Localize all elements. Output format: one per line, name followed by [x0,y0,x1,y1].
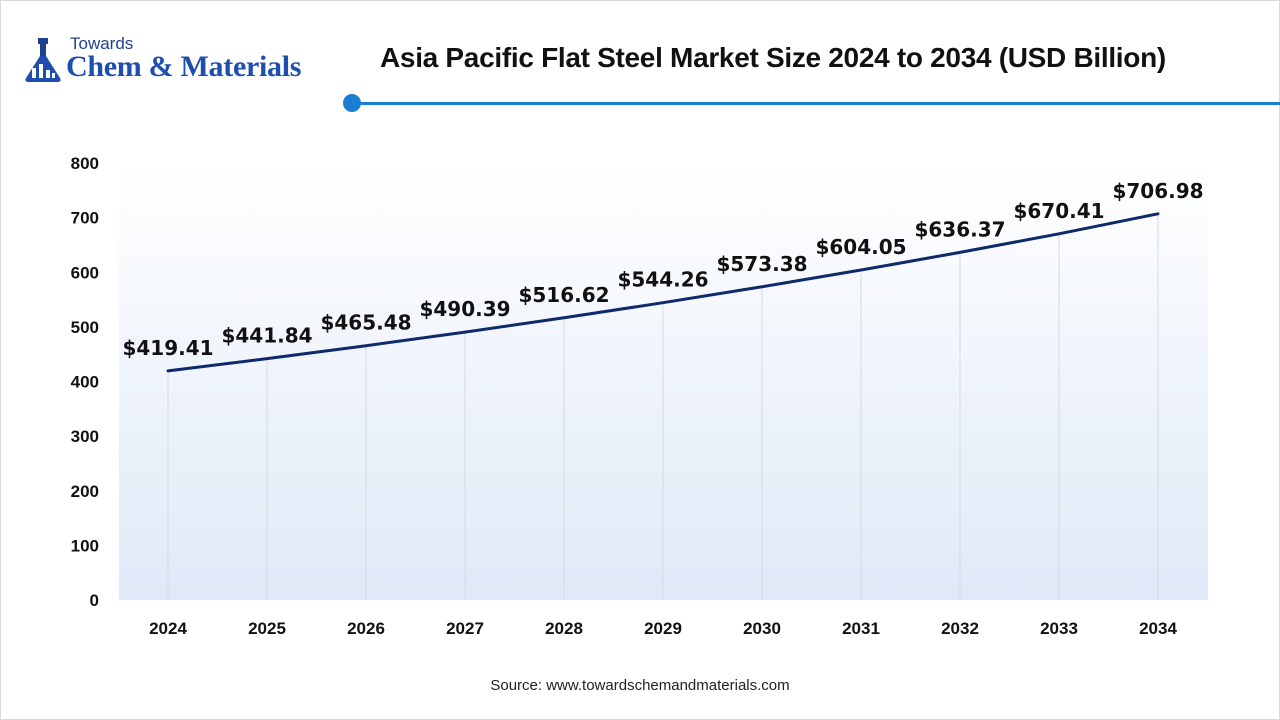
x-tick-label: 2024 [149,619,187,638]
data-label: $636.37 [914,217,1005,241]
y-tick-label: 100 [71,536,99,555]
y-tick-label: 800 [71,154,99,173]
y-tick-label: 0 [90,591,99,610]
brand-logo: Towards Chem & Materials [22,34,342,86]
data-label: $670.41 [1013,199,1104,223]
data-label: $490.39 [419,297,510,321]
chart-title: Asia Pacific Flat Steel Market Size 2024… [380,42,1166,73]
data-label: $516.62 [518,283,609,307]
data-label: $706.98 [1112,179,1203,203]
title-underline-dot [343,94,361,112]
data-label: $465.48 [320,311,411,335]
x-tick-label: 2030 [743,619,781,638]
x-tick-label: 2027 [446,619,484,638]
x-tick-label: 2033 [1040,619,1078,638]
x-tick-label: 2025 [248,619,286,638]
x-tick-label: 2028 [545,619,583,638]
y-tick-label: 200 [71,482,99,501]
x-tick-label: 2031 [842,619,880,638]
data-label: $419.41 [122,336,213,360]
y-tick-label: 400 [71,373,99,392]
logo-line1: Towards [70,34,134,53]
y-tick-label: 700 [71,209,99,228]
title-underline [345,102,1280,105]
x-tick-label: 2032 [941,619,979,638]
y-tick-label: 300 [71,427,99,446]
data-label: $604.05 [815,235,906,259]
y-tick-label: 500 [71,318,99,337]
data-label: $441.84 [221,324,312,348]
flask-icon [25,38,61,82]
data-label: $544.26 [617,268,708,292]
x-tick-label: 2026 [347,619,385,638]
x-tick-label: 2034 [1139,619,1177,638]
series-line [166,212,1160,373]
x-tick-label: 2029 [644,619,682,638]
source-note: Source: www.towardschemandmaterials.com [490,677,790,694]
logo-line2: Chem & Materials [66,50,302,83]
y-tick-label: 600 [71,263,99,282]
data-label: $573.38 [716,252,807,276]
